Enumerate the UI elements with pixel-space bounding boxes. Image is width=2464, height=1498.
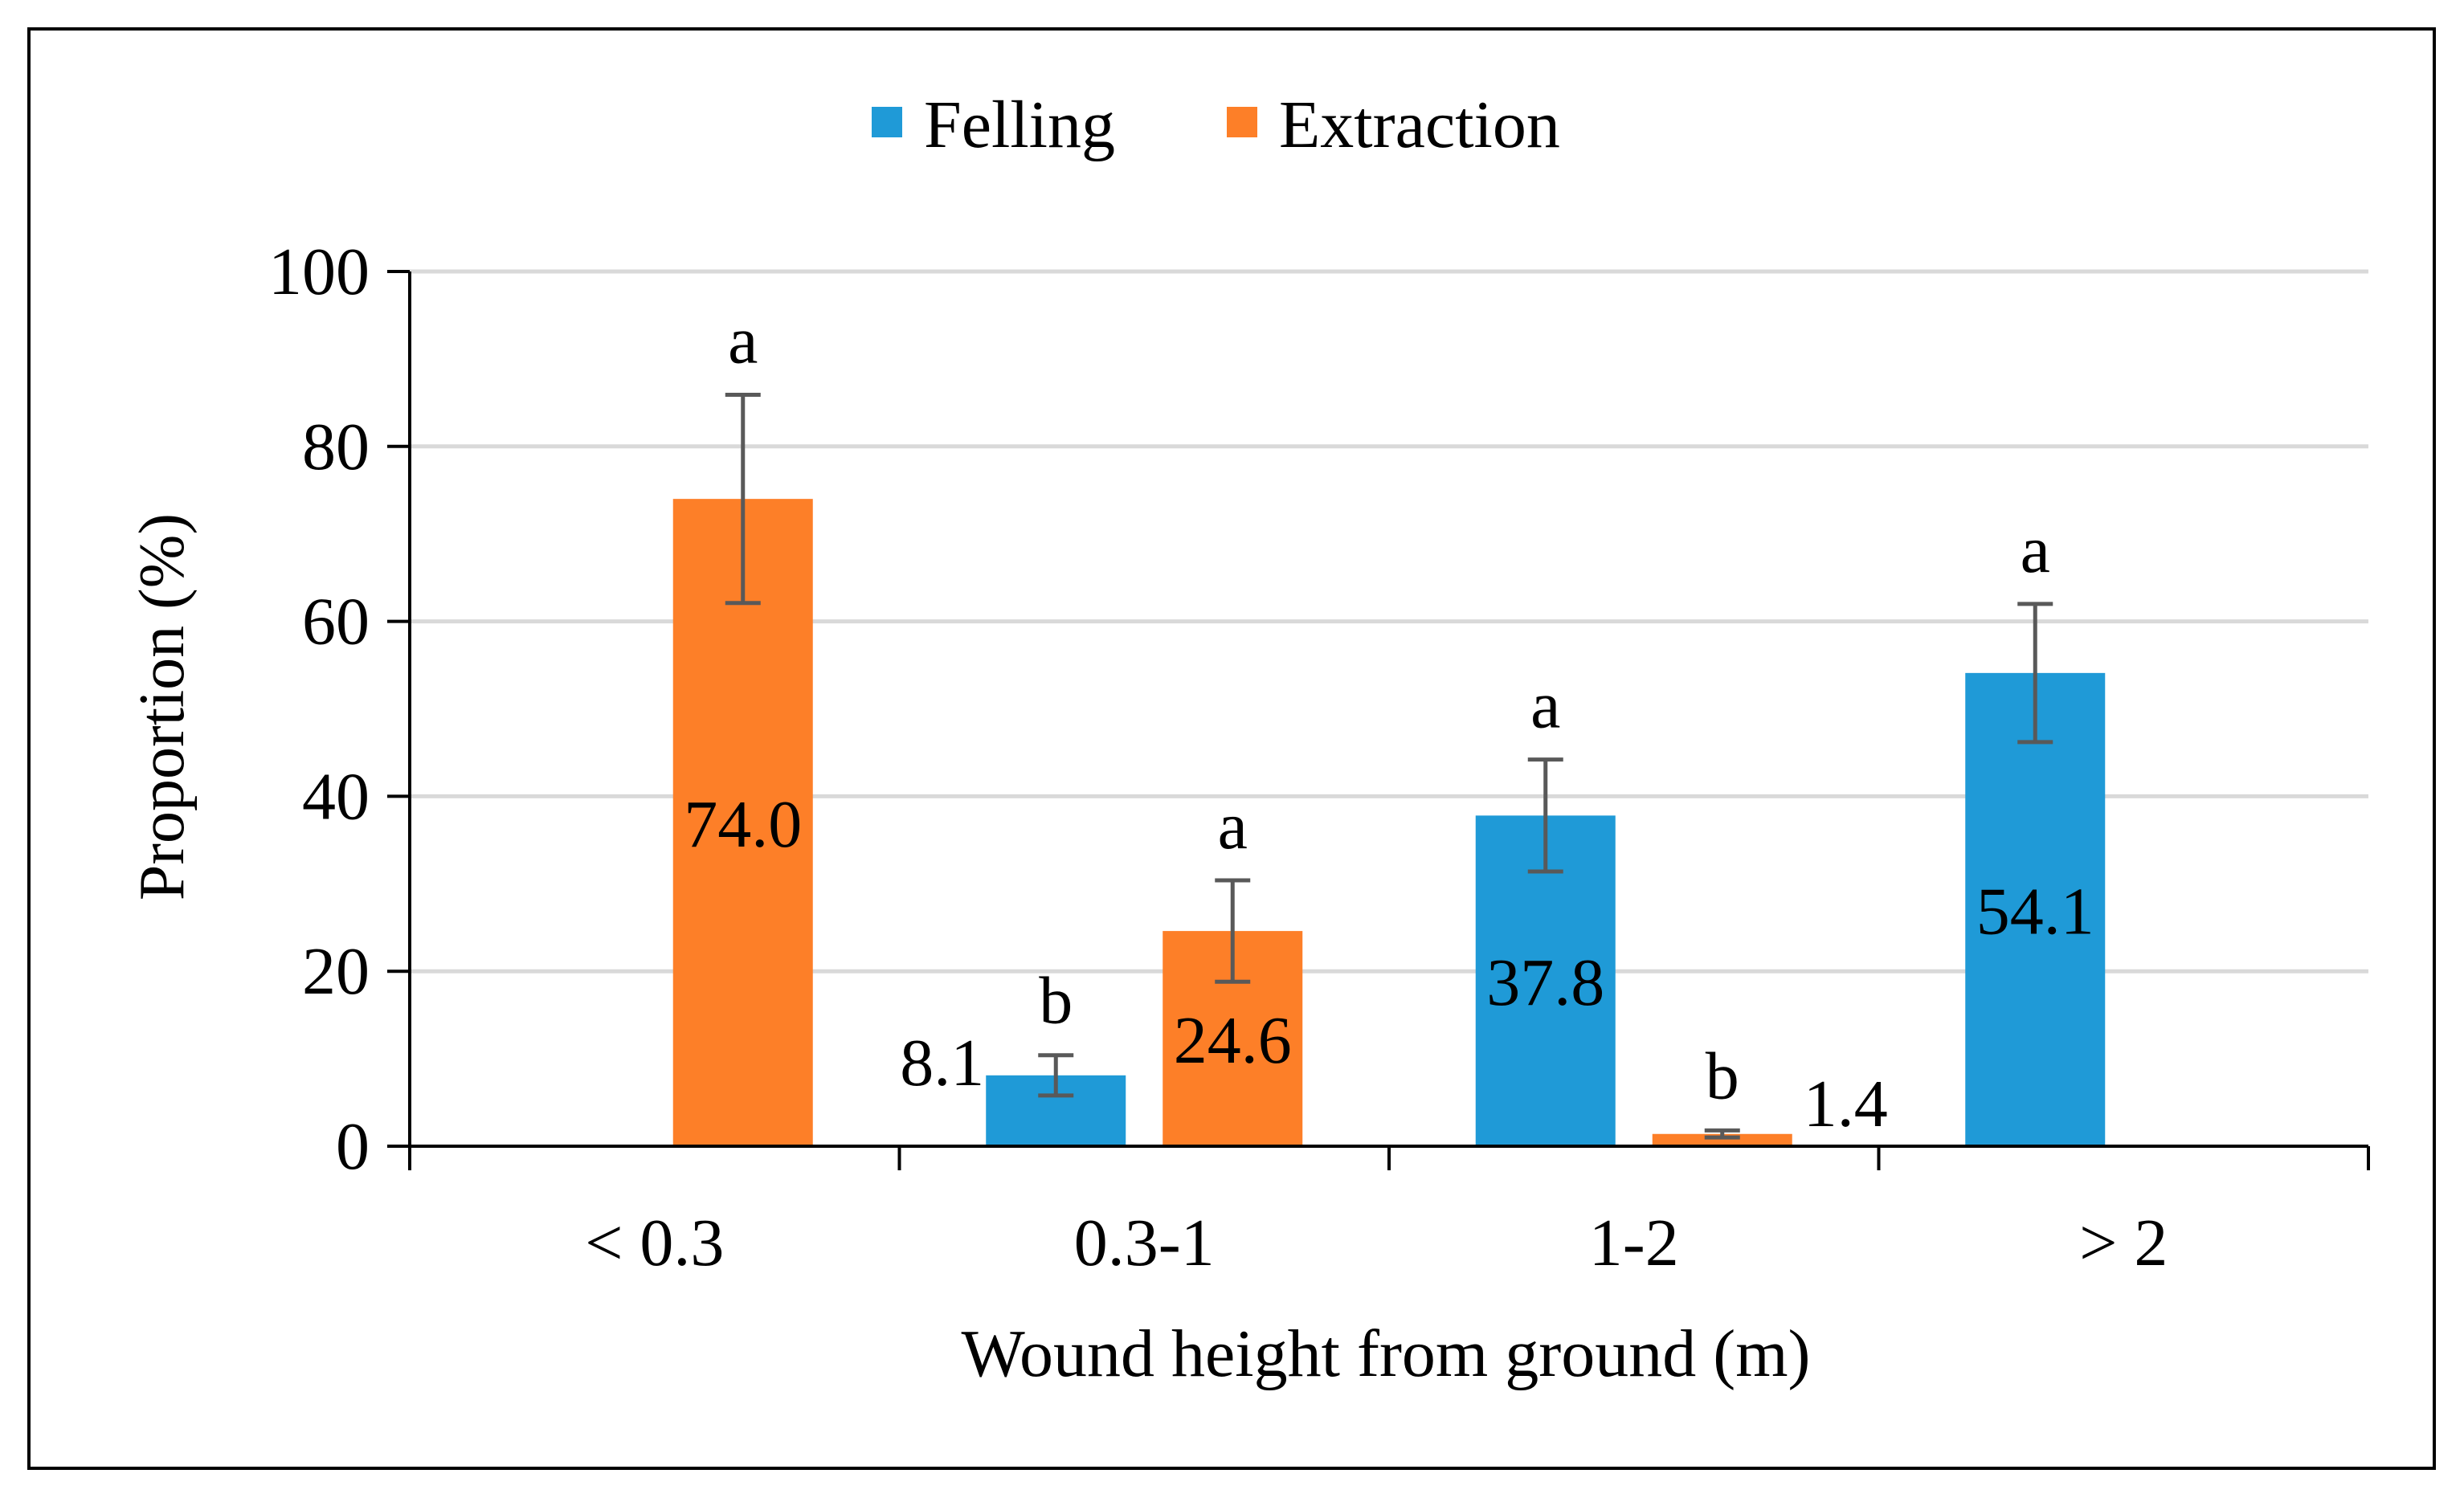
y-tick-label: 80	[302, 410, 370, 484]
data-label-felling: 37.8	[1486, 945, 1604, 1020]
y-tick-label: 100	[268, 235, 370, 309]
y-axis-title: Proportion (%)	[127, 513, 198, 900]
significance-letter: a	[1530, 668, 1560, 743]
y-tick-label: 60	[302, 585, 370, 659]
significance-letter: a	[728, 304, 758, 378]
significance-letter: a	[2021, 512, 2050, 587]
legend-swatch-extraction	[1227, 107, 1257, 137]
x-tick-label: 1-2	[1589, 1206, 1679, 1280]
labels: 0 20 40 60 80 100 < 0.3 0.3-1 1-2 > 2 b 8.1 a 37.8 a 54…	[268, 235, 2168, 1280]
significance-letter: a	[1218, 789, 1248, 863]
data-label-extraction: 74.0	[684, 787, 802, 862]
bars	[672, 393, 2106, 1146]
x-tick-label: 0.3-1	[1074, 1206, 1215, 1280]
significance-letter: b	[1039, 964, 1073, 1039]
legend-label-felling: Felling	[924, 88, 1115, 162]
y-tick-label: 40	[302, 759, 370, 834]
x-axis-title: Wound height from ground (m)	[961, 1316, 1810, 1391]
legend: Felling Extraction	[872, 88, 1560, 162]
y-tick-label: 0	[336, 1109, 370, 1184]
significance-letter: b	[1706, 1039, 1739, 1113]
legend-label-extraction: Extraction	[1279, 88, 1560, 162]
data-label-felling: 8.1	[900, 1026, 984, 1100]
y-tick-label: 20	[302, 934, 370, 1009]
legend-swatch-felling	[872, 107, 902, 137]
axes	[387, 270, 2370, 1170]
x-tick-label: < 0.3	[585, 1206, 724, 1280]
bar-extraction	[1652, 1133, 1792, 1146]
data-label-extraction: 24.6	[1174, 1003, 1292, 1078]
bar-extraction	[672, 499, 813, 1146]
data-label-extraction: 1.4	[1804, 1067, 1888, 1141]
bar-felling	[1965, 672, 2106, 1146]
data-label-felling: 54.1	[1976, 874, 2094, 949]
x-tick-label: > 2	[2079, 1206, 2168, 1280]
